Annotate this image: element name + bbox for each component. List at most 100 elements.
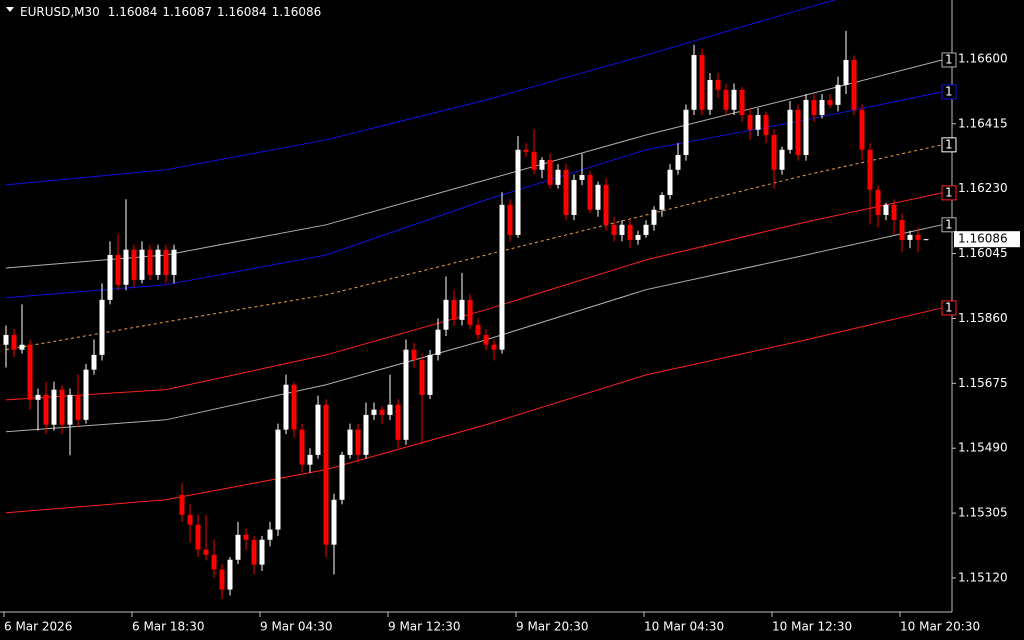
indicator-line (5, 307, 943, 514)
candle-body (371, 409, 377, 415)
y-tick-label: 1.15860 (958, 311, 1008, 325)
x-tick-label: 10 Mar 20:30 (900, 620, 980, 634)
candle-body (891, 204, 897, 220)
candle-body (403, 349, 409, 440)
x-tick-label: 6 Mar 2026 (4, 620, 72, 634)
candle-body (491, 344, 497, 350)
candle-body (731, 89, 737, 110)
candle-body (19, 344, 25, 350)
candle-body (723, 89, 729, 110)
candle-body (835, 84, 841, 105)
candle-body (907, 234, 913, 240)
candle-body (523, 149, 529, 152)
candle-body (883, 204, 889, 215)
candle-body (227, 559, 233, 590)
candle-body (299, 429, 305, 465)
candle-body (99, 299, 105, 355)
candle-body (211, 554, 217, 570)
candle-body (547, 159, 553, 185)
candle-body (83, 369, 89, 420)
x-tick-label: 6 Mar 18:30 (132, 620, 205, 634)
candle-body (107, 254, 113, 300)
candle-body (635, 234, 641, 240)
line-tag-label: 1 (945, 84, 953, 98)
candle-body (787, 109, 793, 150)
candle-body (91, 354, 97, 370)
candle-body (739, 89, 745, 116)
x-tick-label: 9 Mar 20:30 (516, 620, 589, 634)
candle-body (355, 429, 361, 455)
x-tick-label: 9 Mar 12:30 (388, 620, 461, 634)
candle-body (283, 384, 289, 430)
candle-body (235, 534, 241, 560)
candle-body (627, 224, 633, 240)
candle-body (443, 299, 449, 330)
open-value: 1.16084 (108, 5, 158, 19)
candle-body (859, 109, 865, 150)
candle-body (179, 494, 185, 515)
candle-body (475, 324, 481, 335)
candle-body (387, 404, 393, 415)
candle-body (715, 79, 721, 90)
indicator-line (5, 0, 837, 186)
candle-body (243, 534, 249, 540)
x-tick-label: 9 Mar 04:30 (260, 620, 333, 634)
candle-body (43, 394, 49, 425)
candle-body (819, 99, 825, 116)
candle-body (131, 249, 137, 280)
line-tag (941, 185, 957, 201)
candle-body (75, 394, 81, 420)
candle-body (363, 414, 369, 455)
line-tag-label: 1 (945, 300, 953, 314)
menu-triangle[interactable] (6, 7, 14, 12)
candle-body (851, 59, 857, 110)
current-price-box (954, 231, 1020, 248)
candle-body (259, 539, 265, 565)
candle-body (203, 549, 209, 555)
candle-body (515, 149, 521, 235)
symbol: EURUSD,M30 (20, 5, 100, 19)
candle-body (747, 115, 753, 130)
candle-body (195, 524, 201, 550)
candle-body (147, 249, 153, 275)
candle-body (667, 169, 673, 195)
candle-body (379, 409, 385, 415)
y-tick-label: 1.16045 (958, 246, 1008, 260)
y-tick-label: 1.15305 (958, 506, 1008, 520)
candle-body (331, 499, 337, 545)
candle-body (155, 249, 161, 275)
candle-body (795, 109, 801, 156)
candle-body (67, 394, 73, 425)
candle-body (843, 59, 849, 85)
candle-body (555, 169, 561, 185)
candle-body (267, 529, 273, 540)
candle-body (27, 344, 33, 400)
candle-body (251, 539, 257, 565)
candle-body (643, 224, 649, 235)
candle-body (651, 209, 657, 225)
y-tick-label: 1.15490 (958, 441, 1008, 455)
y-tick-label: 1.15675 (958, 376, 1008, 390)
candle-body (699, 55, 705, 110)
candle-body (619, 224, 625, 235)
candle-body (3, 334, 9, 345)
candle-body (419, 359, 425, 395)
current-price-label: 1.16086 (958, 232, 1008, 246)
line-tag (941, 300, 957, 316)
candle-body (347, 429, 353, 455)
close-value: 1.16086 (272, 5, 322, 19)
low-value: 1.16084 (217, 5, 267, 19)
line-tag (941, 217, 957, 233)
candle-body (659, 194, 665, 210)
candle-body (867, 149, 873, 190)
line-tag-label: 1 (945, 52, 953, 66)
line-tag-label: 1 (945, 217, 953, 231)
candle-body (219, 569, 225, 590)
line-tag (941, 52, 957, 68)
candle-body (171, 249, 177, 275)
candle-body (507, 204, 513, 235)
y-tick-label: 1.15120 (958, 570, 1008, 584)
candle-body (339, 454, 345, 500)
